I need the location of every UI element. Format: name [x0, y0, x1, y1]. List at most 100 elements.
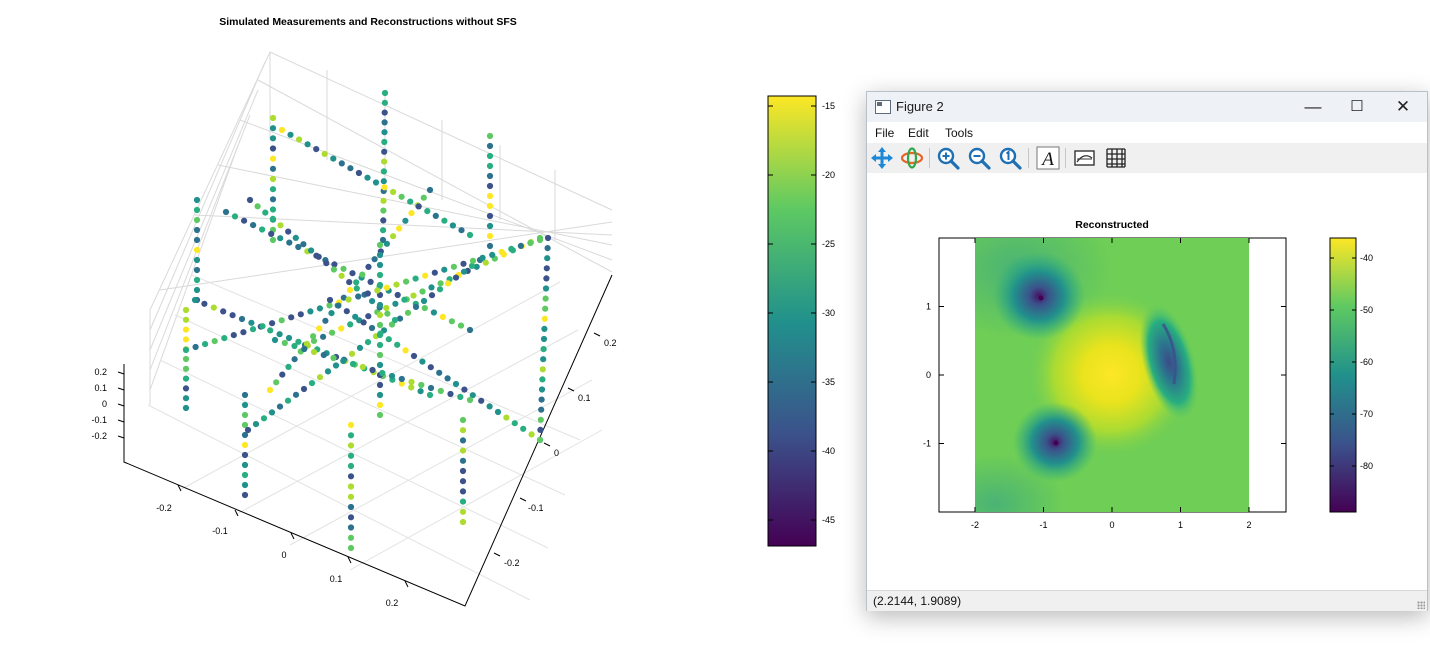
scatter-point [316, 374, 324, 381]
heatmap-colorbar-tick-label: -40 [1360, 253, 1373, 263]
scatter-point [252, 421, 260, 428]
figure-2-window[interactable]: Figure 2 — ☐ ✕ File Edit Tools [866, 91, 1428, 611]
scatter-point [536, 236, 544, 244]
scatter-point [269, 206, 277, 213]
scatter-point [460, 268, 468, 275]
scatter-point [249, 326, 257, 333]
menu-tools[interactable]: Tools [945, 126, 974, 140]
scatter-point [371, 256, 378, 263]
scatter-3d-plot: Simulated Measurements and Reconstructio… [91, 16, 835, 608]
scatter-point [295, 243, 302, 251]
close-button[interactable]: ✕ [1395, 97, 1411, 116]
axes-icon[interactable] [1073, 146, 1097, 170]
scatter-point [269, 236, 277, 244]
scatter-point [486, 242, 494, 250]
scatter-point [193, 276, 201, 284]
scatter-point [278, 126, 286, 134]
scatter-point [304, 141, 311, 148]
scatter-point [473, 263, 480, 270]
zoom-out-icon[interactable] [967, 146, 991, 170]
scatter-point [466, 396, 474, 404]
scatter-point [330, 155, 337, 162]
heatmap-x-tick-label: 0 [1109, 520, 1114, 530]
scatter-point [241, 411, 249, 419]
heatmap-x-tick-label: 2 [1246, 520, 1251, 530]
cursor-coordinates: (2.2144, 1.9089) [873, 594, 962, 608]
scatter-points [182, 89, 552, 552]
heatmap-y-tick-label: -1 [923, 439, 931, 449]
scatter-point [193, 246, 201, 254]
maximize-button[interactable]: ☐ [1350, 98, 1364, 115]
scatter-point [508, 245, 515, 252]
minimize-button[interactable]: — [1304, 97, 1322, 116]
scatter-point [244, 426, 252, 434]
scatter-point [479, 254, 486, 261]
menu-bar: File Edit Tools [867, 123, 1427, 143]
scatter-point [321, 150, 328, 157]
scatter-point [372, 179, 380, 186]
menu-file[interactable]: File [875, 126, 895, 140]
scatter-point [444, 375, 451, 382]
scatter-point [368, 324, 376, 332]
scatter-point [494, 408, 502, 416]
scatter-point [380, 217, 387, 224]
scatter-point [469, 257, 477, 264]
scatter-point [469, 392, 476, 399]
z-tick-label: 0.2 [94, 367, 107, 377]
scatter-point [376, 251, 384, 259]
scatter-point [376, 351, 384, 359]
scatter-point [269, 114, 277, 122]
plot-title: Simulated Measurements and Reconstructio… [219, 16, 517, 28]
scatter-point [347, 442, 355, 449]
scatter-point [402, 347, 409, 354]
scatter-point [254, 203, 261, 210]
scatter-point [347, 483, 355, 490]
zoom-in-icon[interactable] [936, 146, 960, 170]
scatter-point [377, 330, 384, 337]
scatter-point [459, 518, 467, 526]
scatter-point [269, 155, 277, 162]
x-axis-ticks: -0.2 -0.1 0 0.1 0.2 [156, 484, 409, 608]
scatter-point [182, 395, 190, 402]
z-tick-label: 0 [102, 399, 107, 409]
resize-grip[interactable] [1417, 601, 1425, 609]
scatter-point [182, 336, 190, 343]
scatter-point [428, 292, 436, 299]
figure-canvas[interactable]: Reconstructed [867, 174, 1427, 590]
scatter-point [315, 253, 322, 260]
menu-edit[interactable]: Edit [908, 126, 929, 140]
scatter-point [241, 421, 249, 429]
scatter-point [292, 234, 299, 241]
window-titlebar[interactable]: Figure 2 — ☐ ✕ [867, 92, 1427, 122]
scatter-point [340, 265, 347, 272]
scatter-point [459, 457, 467, 464]
grid-icon[interactable] [1104, 146, 1128, 170]
scatter-point [486, 182, 494, 190]
text-icon[interactable]: A [1036, 146, 1060, 170]
scatter-point [486, 152, 494, 160]
scatter-point [193, 226, 201, 234]
scatter-point [229, 312, 236, 319]
colorbar-tick-label: -40 [822, 446, 835, 456]
heatmap-x-tick-label: -1 [1039, 520, 1047, 530]
scatter-point [346, 279, 353, 286]
scatter-point [452, 380, 460, 388]
zoom-reset-icon[interactable] [998, 146, 1022, 170]
scatter-point [276, 403, 284, 410]
scatter-point [287, 131, 294, 138]
pan-icon[interactable] [870, 146, 894, 170]
scatter-point [412, 303, 420, 310]
scatter-point [347, 514, 355, 521]
scatter-point [347, 534, 355, 541]
y-tick-label: -0.2 [504, 558, 520, 568]
scatter-point [426, 391, 434, 399]
scatter-point [381, 184, 388, 191]
scatter-point [331, 261, 338, 268]
rotate-icon[interactable] [900, 146, 924, 170]
scatter-point [381, 99, 388, 106]
scatter-point [346, 286, 354, 294]
scatter-point [459, 416, 467, 424]
scatter-point [457, 393, 464, 401]
scatter-point [286, 239, 293, 246]
z-tick-label: -0.1 [91, 415, 107, 425]
